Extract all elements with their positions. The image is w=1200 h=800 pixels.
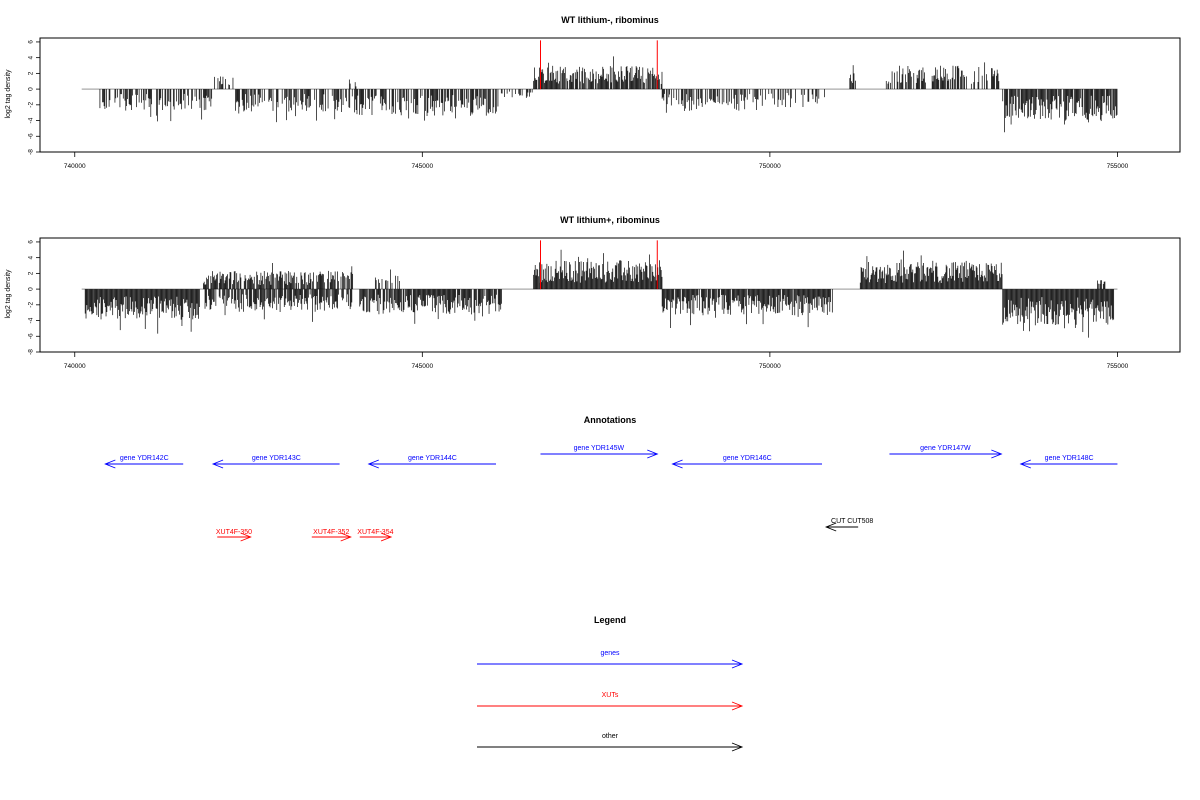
- gene-label: gene YDR142C: [120, 455, 169, 462]
- y-tick-label: -6: [28, 333, 35, 339]
- y-tick-label: -4: [28, 117, 35, 123]
- xut-label: XUT4F-354: [357, 529, 393, 536]
- y-tick-label: -8: [28, 349, 35, 355]
- gene-label: gene YDR145W: [574, 445, 625, 452]
- xut-arrow-arrowhead: [380, 532, 393, 542]
- x-axis-ticks: 740000 745000 750000 755000: [64, 352, 1129, 370]
- gene-feature: gene YDR144C: [367, 455, 496, 469]
- y-tick-label: 2: [28, 271, 35, 275]
- signal-panel-lithium-minus: WT lithium-, ribominus log2 tag density …: [5, 15, 1181, 170]
- legend-label: genes: [600, 650, 620, 657]
- y-axis-label: log2 tag density: [5, 69, 12, 119]
- y-tick-label: 6: [28, 240, 35, 244]
- legend-item: other: [477, 733, 744, 752]
- gene-arrow-arrowhead: [647, 449, 659, 459]
- gene-arrow-arrowhead: [991, 449, 1003, 459]
- plot-frame: [39, 237, 1181, 353]
- legend-arrow-arrowhead: [731, 742, 744, 752]
- signal-bars: [81, 240, 1118, 338]
- other-feature: CUT CUT508: [824, 518, 873, 532]
- xut-feature: XUT4F-354: [357, 529, 394, 542]
- legend-label: XUTs: [602, 692, 619, 699]
- gene-label: gene YDR147W: [920, 445, 971, 452]
- y-tick-label: 0: [28, 287, 35, 291]
- y-tick-label: -2: [28, 302, 35, 308]
- gene-arrow-arrowhead: [211, 459, 224, 469]
- signal-bars: [81, 40, 1118, 133]
- x-tick-label: 750000: [759, 363, 781, 370]
- plot-frame: [39, 37, 1181, 153]
- gene-label: gene YDR146C: [723, 455, 772, 462]
- x-tick-label: 755000: [1107, 363, 1129, 370]
- other-label: CUT CUT508: [831, 518, 873, 525]
- xut-feature: XUT4F-350: [216, 529, 252, 542]
- gene-arrow-arrowhead: [671, 459, 683, 469]
- xut-feature: XUT4F-352: [311, 529, 352, 542]
- legend: Legend genes XUTs other: [477, 615, 744, 752]
- legend-item: XUTs: [477, 692, 744, 711]
- panel-title: WT lithium-, ribominus: [561, 15, 659, 25]
- annotations-title: Annotations: [584, 415, 637, 425]
- x-tick-label: 740000: [64, 163, 86, 170]
- x-axis-ticks: 740000 745000 750000 755000: [64, 152, 1129, 170]
- gene-feature: gene YDR147W: [889, 445, 1003, 459]
- y-tick-label: 0: [28, 87, 35, 91]
- x-tick-label: 755000: [1107, 163, 1129, 170]
- gene-feature: gene YDR146C: [671, 455, 823, 469]
- xut-arrow-arrowhead: [340, 532, 352, 542]
- y-axis-ticks: -8 -6 -4 -2 0 2 4 6: [28, 40, 40, 155]
- other-arrow-arrowhead: [824, 522, 837, 532]
- annotations-track: Annotations gene YDR142C gene YDR143C gene…: [104, 415, 1118, 542]
- y-tick-label: 4: [28, 55, 35, 59]
- x-tick-label: 740000: [64, 363, 86, 370]
- gene-label: gene YDR148C: [1045, 455, 1094, 462]
- gene-feature: gene YDR142C: [104, 455, 184, 469]
- gene-feature: gene YDR145W: [540, 445, 659, 459]
- annotation-features: gene YDR142C gene YDR143C gene YDR144C gene…: [104, 445, 1118, 542]
- legend-title: Legend: [594, 615, 626, 625]
- x-tick-label: 745000: [411, 363, 433, 370]
- y-tick-label: -8: [28, 149, 35, 155]
- x-tick-label: 750000: [759, 163, 781, 170]
- y-tick-label: 2: [28, 71, 35, 75]
- x-tick-label: 745000: [411, 163, 433, 170]
- legend-items: genes XUTs other: [477, 650, 744, 752]
- y-tick-label: -4: [28, 317, 35, 323]
- gene-arrow-arrowhead: [367, 459, 379, 469]
- legend-item: genes: [477, 650, 744, 669]
- xut-label: XUT4F-352: [313, 529, 349, 536]
- y-tick-label: -2: [28, 102, 35, 108]
- legend-arrow-arrowhead: [731, 701, 744, 711]
- gene-arrow-arrowhead: [104, 459, 116, 469]
- gene-arrow-arrowhead: [1019, 459, 1031, 469]
- gene-label: gene YDR144C: [408, 455, 457, 462]
- y-axis-label: log2 tag density: [5, 269, 12, 319]
- gene-feature: gene YDR143C: [211, 455, 340, 469]
- signal-panel-lithium-plus: WT lithium+, ribominus log2 tag density …: [5, 215, 1181, 370]
- legend-arrow-arrowhead: [731, 659, 744, 669]
- panel-title: WT lithium+, ribominus: [560, 215, 660, 225]
- y-axis-ticks: -8 -6 -4 -2 0 2 4 6: [28, 240, 40, 355]
- xut-label: XUT4F-350: [216, 529, 252, 536]
- gene-label: gene YDR143C: [252, 455, 301, 462]
- xut-arrow-arrowhead: [240, 532, 252, 542]
- legend-label: other: [602, 733, 619, 740]
- y-tick-label: 6: [28, 40, 35, 44]
- y-tick-label: 4: [28, 255, 35, 259]
- y-tick-label: -6: [28, 133, 35, 139]
- gene-feature: gene YDR148C: [1019, 455, 1118, 469]
